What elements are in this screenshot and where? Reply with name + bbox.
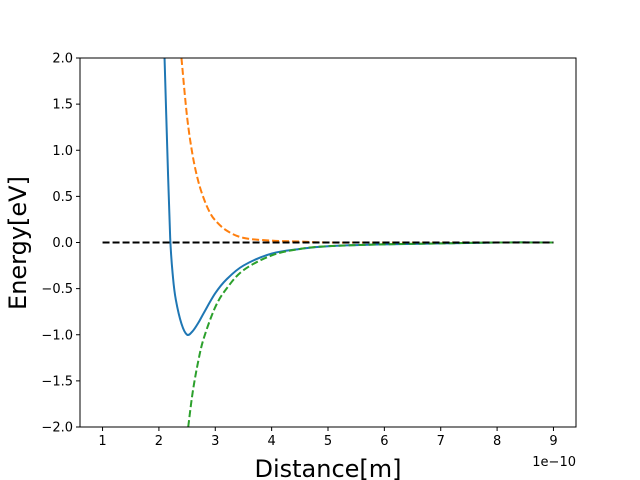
- x-tick-label: 8: [493, 434, 501, 449]
- x-axis-offset-label: 1e−10: [532, 455, 576, 470]
- y-tick-label: 0.0: [52, 236, 73, 251]
- series-line-3: [187, 241, 554, 427]
- y-tick-label: 0.5: [52, 190, 73, 205]
- y-axis: −2.0 −1.5 −1.0 −0.5 0.0 0.5 1.0 1.5 2.0: [41, 52, 80, 436]
- x-axis-label: Distance[m]: [254, 455, 401, 480]
- y-tick-label: −1.0: [41, 328, 73, 343]
- y-tick-label: −1.5: [41, 374, 73, 389]
- x-tick-label: 1: [98, 434, 106, 449]
- y-tick-label: 1.0: [52, 144, 73, 159]
- x-tick-label: 9: [549, 434, 557, 449]
- y-axis-label: Energy[eV]: [4, 176, 32, 310]
- y-tick-label: −0.5: [41, 282, 73, 297]
- series-layer: [102, 58, 554, 427]
- x-tick-label: 4: [267, 434, 275, 449]
- x-tick-label: 6: [380, 434, 388, 449]
- x-tick-label: 5: [324, 434, 332, 449]
- x-tick-label: 3: [211, 434, 219, 449]
- x-tick-label: 2: [155, 434, 163, 449]
- y-tick-label: 2.0: [52, 52, 73, 67]
- x-tick-label: 7: [437, 434, 445, 449]
- x-axis: 1 2 3 4 5 6 7 8 9: [98, 427, 558, 449]
- y-tick-label: 1.5: [52, 98, 73, 113]
- y-tick-label: −2.0: [41, 421, 73, 436]
